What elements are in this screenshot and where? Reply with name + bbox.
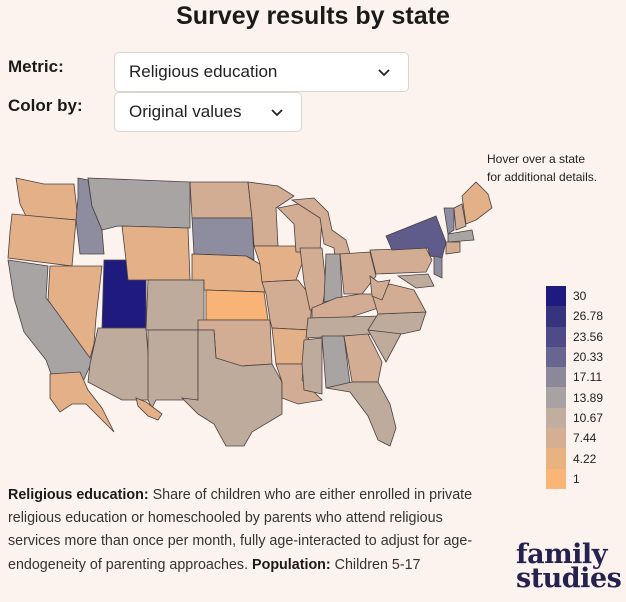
hover-instructions: Hover over a state for additional detail… <box>487 150 597 186</box>
legend-label: 4.22 <box>573 451 597 466</box>
state-co[interactable] <box>145 279 205 331</box>
metric-label: Metric: <box>8 57 64 76</box>
color-by-select[interactable]: Original values <box>114 92 302 132</box>
population-label: Population: <box>252 556 331 573</box>
legend-label: 13.89 <box>573 390 604 405</box>
metric-select-value: Religious education <box>129 62 278 81</box>
state-mt[interactable] <box>87 177 191 231</box>
chevron-down-icon <box>271 109 283 117</box>
legend-row: 20.33 <box>546 346 604 368</box>
legend-swatch <box>546 326 566 347</box>
state-nv[interactable] <box>47 265 103 359</box>
state-nd[interactable] <box>189 181 253 219</box>
legend-swatch <box>546 407 566 429</box>
logo-line-2: studies <box>516 563 622 594</box>
legend-swatch <box>546 387 566 408</box>
legend-swatch <box>546 448 566 469</box>
state-ks[interactable] <box>205 289 269 321</box>
state-mn[interactable] <box>247 181 295 247</box>
legend-swatch <box>546 346 566 368</box>
color-legend: 30 26.78 23.56 20.33 17.11 13.89 10.67 7.44 4.22… <box>546 286 603 489</box>
legend-swatch <box>546 367 566 388</box>
legend-label: 20.33 <box>573 350 604 365</box>
legend-swatch <box>546 428 566 449</box>
state-ms[interactable] <box>301 337 323 395</box>
legend-label: 26.78 <box>573 309 604 324</box>
state-sd[interactable] <box>191 217 255 261</box>
population-value: Children 5-17 <box>334 556 421 573</box>
legend-row: 4.22 <box>546 448 603 469</box>
legend-row: 26.78 <box>546 306 604 327</box>
logo-line-1: family <box>516 539 607 570</box>
state-or[interactable] <box>7 213 77 267</box>
state-ma[interactable] <box>447 229 475 243</box>
metric-select[interactable]: Religious education <box>114 52 409 92</box>
hover-note-line-1: Hover over a state <box>487 152 586 166</box>
legend-label: 7.44 <box>573 431 597 446</box>
state-in[interactable] <box>323 253 343 303</box>
legend-label: 17.11 <box>573 370 603 385</box>
state-nc[interactable] <box>367 311 427 335</box>
page-title: Survey results by state <box>176 2 450 30</box>
legend-label: 30 <box>573 289 587 304</box>
state-fl[interactable] <box>325 381 397 447</box>
hover-note-line-2: for additional details. <box>487 170 598 184</box>
state-ga[interactable] <box>343 333 383 383</box>
state-wa[interactable] <box>15 177 79 221</box>
color-by-label: Color by: <box>8 96 83 115</box>
chevron-down-icon <box>378 69 390 77</box>
legend-row: 1 <box>546 468 603 489</box>
legend-row: 30 <box>546 286 603 307</box>
description-text: Share of children who are either enrolle… <box>8 487 473 573</box>
state-vt[interactable] <box>443 207 455 235</box>
legend-row: 10.67 <box>546 407 604 429</box>
legend-swatch <box>546 286 566 307</box>
state-oh[interactable] <box>339 251 377 295</box>
state-wy[interactable] <box>121 225 191 281</box>
legend-label: 1 <box>573 471 580 486</box>
legend-swatch <box>546 306 566 327</box>
legend-row: 7.44 <box>546 428 603 449</box>
description-term: Religious education: <box>8 487 149 503</box>
state-pa[interactable] <box>369 247 433 275</box>
legend-row: 13.89 <box>546 387 604 408</box>
state-md[interactable] <box>396 273 435 289</box>
color-by-select-value: Original values <box>129 102 242 121</box>
family-studies-logo: family studies <box>516 539 622 594</box>
legend-row: 23.56 <box>546 326 604 347</box>
legend-row: 17.11 <box>546 367 603 388</box>
legend-swatch <box>546 468 566 489</box>
legend-label: 23.56 <box>573 329 604 344</box>
state-nm[interactable] <box>147 329 199 409</box>
legend-label: 10.67 <box>573 410 604 425</box>
state-tx[interactable] <box>180 329 283 447</box>
state-hi[interactable] <box>135 397 163 421</box>
us-choropleth-map <box>7 177 493 447</box>
metric-description: Religious education: Share of children w… <box>8 484 478 577</box>
state-ct[interactable] <box>445 241 461 255</box>
state-nh[interactable] <box>453 203 467 231</box>
state-wv[interactable] <box>369 275 391 301</box>
state-ak[interactable] <box>49 371 115 433</box>
state-me[interactable] <box>461 181 493 225</box>
state-nj[interactable] <box>433 255 443 279</box>
state-az[interactable] <box>87 327 153 401</box>
